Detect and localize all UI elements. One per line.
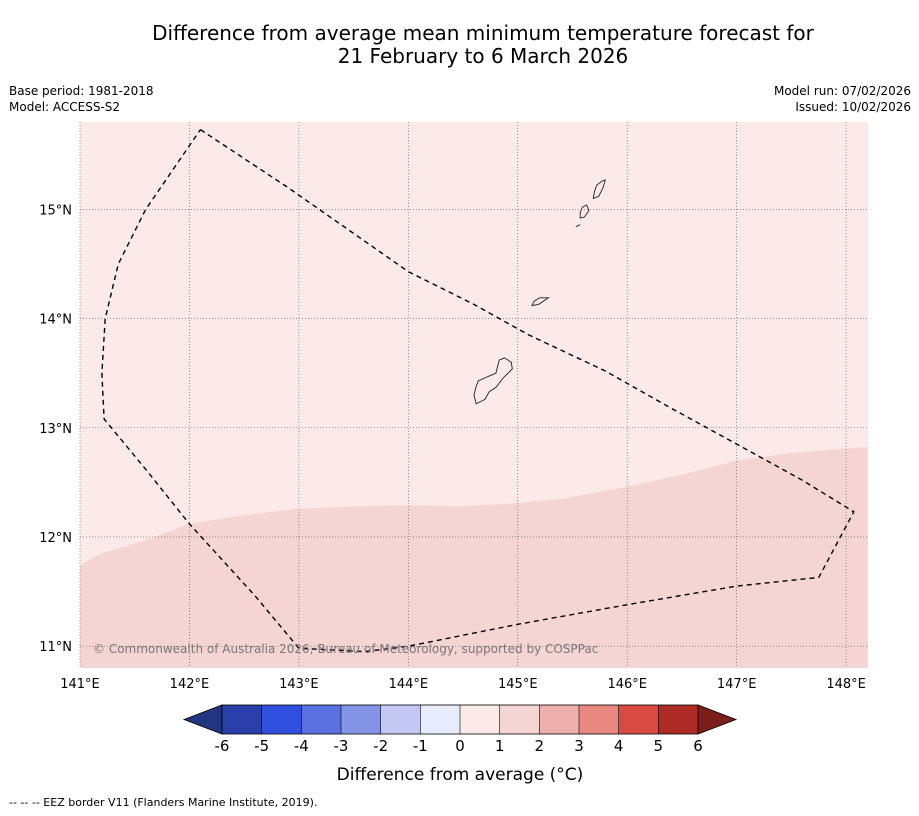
chart-title: Difference from average mean minimum tem…: [0, 22, 919, 68]
colorbar-bin: [618, 705, 659, 734]
colorbar-tick-label: 5: [654, 737, 664, 755]
copyright-notice: © Commonwealth of Australia 2026, Bureau…: [93, 642, 598, 656]
lat-tick-label: 13°N: [39, 422, 72, 437]
colorbar-tick-label: 0: [455, 737, 465, 755]
lon-tick-label: 148°E: [826, 677, 866, 692]
colorbar-tick-label: -5: [254, 737, 269, 755]
island-tinian: [579, 204, 590, 219]
island-saipan: [592, 179, 606, 200]
colorbar-tick-label: -4: [294, 737, 309, 755]
colorbar-bin: [261, 705, 302, 734]
colorbar-over-arrow: [697, 704, 738, 735]
colorbar-tick-label: -1: [413, 737, 428, 755]
lat-tick-label: 12°N: [39, 531, 72, 546]
colorbar-bin: [301, 705, 342, 734]
colorbar-tick-label: 6: [693, 737, 703, 755]
colorbar-bin: [222, 705, 263, 734]
colorbar-bin: [380, 705, 421, 734]
eez-footnote: -- -- -- EEZ border V11 (Flanders Marine…: [9, 796, 318, 809]
colorbar-tick-label: 1: [495, 737, 505, 755]
title-line-2: 21 February to 6 March 2026: [337, 44, 629, 68]
island-aguijan: [575, 224, 581, 228]
eez-border-line: [101, 129, 855, 653]
lon-tick-label: 144°E: [389, 677, 429, 692]
island-guam: [473, 357, 513, 405]
colorbar-bin: [658, 705, 699, 734]
colorbar-bin: [579, 705, 620, 734]
base-period: Base period: 1981-2018: [9, 84, 154, 98]
lon-tick-label: 142°E: [170, 677, 210, 692]
colorbar-tick-label: 3: [574, 737, 584, 755]
colorbar-bin: [341, 705, 382, 734]
colorbar-bin: [420, 705, 461, 734]
lon-tick-label: 141°E: [60, 677, 100, 692]
meta-left: Base period: 1981-2018 Model: ACCESS-S2: [9, 83, 154, 115]
colorbar-tick-label: 4: [614, 737, 624, 755]
colorbar-label: Difference from average (°C): [337, 765, 584, 785]
colorbar-under-arrow: [182, 704, 223, 735]
lon-tick-label: 143°E: [279, 677, 319, 692]
meta-right: Model run: 07/02/2026 Issued: 10/02/2026: [774, 83, 911, 115]
island-rota: [531, 297, 550, 307]
lat-tick-label: 15°N: [39, 203, 72, 218]
colorbar-tick-label: -6: [215, 737, 230, 755]
lon-tick-label: 146°E: [607, 677, 647, 692]
colorbar-bin: [539, 705, 580, 734]
anomaly-zone-1-to-2: [80, 447, 868, 668]
lon-tick-label: 145°E: [498, 677, 538, 692]
colorbar-tick-label: -3: [334, 737, 349, 755]
colorbar-tick-label: 2: [535, 737, 545, 755]
lat-tick-label: 14°N: [39, 313, 72, 328]
lat-tick-label: 11°N: [39, 640, 72, 655]
colorbar-frame: [221, 704, 699, 735]
colorbar-bin: [460, 705, 501, 734]
lon-tick-label: 147°E: [717, 677, 757, 692]
title-line-1: Difference from average mean minimum tem…: [152, 21, 814, 45]
model-run: Model run: 07/02/2026: [773, 84, 911, 98]
issued-date: Issued: 10/02/2026: [795, 100, 911, 114]
model-name: Model: ACCESS-S2: [9, 100, 121, 114]
colorbar-tick-label: -2: [373, 737, 388, 755]
colorbar-bin: [499, 705, 540, 734]
